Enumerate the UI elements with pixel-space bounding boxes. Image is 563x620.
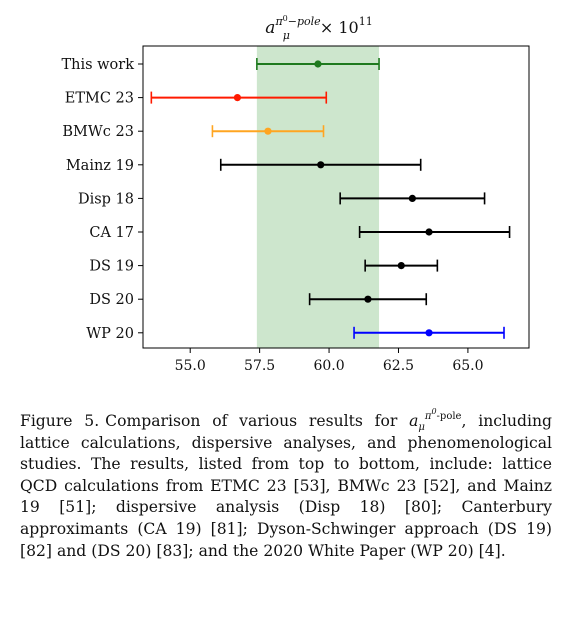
series-ds-20 xyxy=(308,293,428,306)
y-axis-ticks: This work ETMC 23 BMWc 23 Mainz 19 Disp 18 CA… xyxy=(61,57,143,342)
caption-sup-sup: 0 xyxy=(431,407,437,417)
y-tick-label: This work xyxy=(61,57,134,73)
title-superscript-pole: −pole xyxy=(288,15,321,28)
error-bar-chart: 55.0 57.5 60.0 62.5 65.0 This work ETMC 23 BMW… xyxy=(61,14,530,374)
title-superscript: π xyxy=(274,15,283,28)
plot-frame xyxy=(142,45,530,349)
point-disp-18 xyxy=(408,194,416,202)
caption-symbol-base: a xyxy=(409,412,419,430)
series-ds-19 xyxy=(364,259,439,272)
caption-symbol-sub: μ xyxy=(418,422,425,434)
x-tick-label: 55.0 xyxy=(175,358,206,374)
y-tick-label: Disp 18 xyxy=(78,191,134,207)
series-ca-17 xyxy=(358,226,511,238)
this-work-band xyxy=(256,46,380,348)
x-tick-label: 60.0 xyxy=(313,358,344,374)
caption-symbol-sup: π0-pole xyxy=(424,408,462,422)
title-exponent: 11 xyxy=(359,15,373,28)
caption-sup-rest: -pole xyxy=(436,411,462,422)
caption-text-after: , including lattice calculations, disper… xyxy=(20,412,552,560)
point-etmc-23 xyxy=(233,94,242,102)
caption-label: Figure 5. xyxy=(20,412,100,430)
point-bmwc-23 xyxy=(264,127,272,135)
x-tick-label: 65.0 xyxy=(452,358,483,374)
caption-text-before: Comparison of various results for xyxy=(105,412,398,430)
chart-title: aπ0−pole μ × 1011 xyxy=(265,14,372,42)
caption-symbol: aμπ0-pole xyxy=(409,408,462,434)
x-tick-label: 62.5 xyxy=(383,358,414,374)
title-subscript: μ xyxy=(283,29,290,42)
point-this-work xyxy=(314,60,322,68)
title-superscript-zero: 0 xyxy=(283,14,288,23)
title-symbol: a xyxy=(265,18,275,38)
point-mainz-19 xyxy=(317,161,325,169)
y-tick-label: CA 17 xyxy=(89,225,134,241)
title-factor: × 10 xyxy=(320,18,359,37)
y-tick-label: ETMC 23 xyxy=(65,91,134,107)
series-this-work xyxy=(256,58,380,70)
series-etmc-23 xyxy=(150,91,328,104)
error-bars-layer xyxy=(150,58,511,339)
y-tick-label: Mainz 19 xyxy=(66,158,134,174)
y-tick-label: WP 20 xyxy=(86,326,134,342)
point-ds-19 xyxy=(397,262,405,270)
y-tick-label: DS 19 xyxy=(89,259,134,275)
figure-caption: Figure 5. Comparison of various results f… xyxy=(20,408,552,562)
caption-sup-main: π xyxy=(424,411,432,422)
series-wp-20 xyxy=(353,326,505,339)
series-mainz-19 xyxy=(219,158,422,171)
x-tick-label: 57.5 xyxy=(244,358,275,374)
uncertainty-band-layer xyxy=(256,46,380,348)
y-tick-label: BMWc 23 xyxy=(62,124,134,140)
point-ca-17 xyxy=(425,228,433,236)
series-disp-18 xyxy=(339,192,486,205)
point-ds-20 xyxy=(364,295,372,303)
point-wp-20 xyxy=(425,329,433,337)
y-tick-label: DS 20 xyxy=(89,292,134,308)
x-axis-ticks: 55.0 57.5 60.0 62.5 65.0 xyxy=(175,348,483,374)
series-bmwc-23 xyxy=(211,125,325,138)
